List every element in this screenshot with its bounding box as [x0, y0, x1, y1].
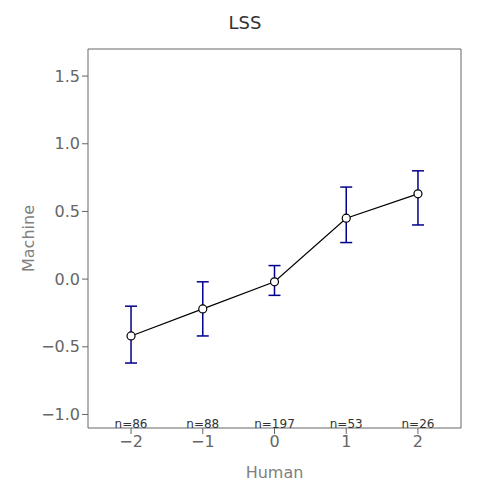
svg-text:2: 2 — [413, 432, 423, 451]
svg-text:n=88: n=88 — [186, 417, 219, 431]
svg-text:0: 0 — [269, 432, 279, 451]
svg-text:0.0: 0.0 — [55, 270, 80, 289]
svg-text:1: 1 — [341, 432, 351, 451]
html-text:LSS: LSS — [228, 12, 262, 33]
svg-text:n=86: n=86 — [115, 417, 148, 431]
svg-text:−1: −1 — [191, 432, 215, 451]
svg-text:n=53: n=53 — [330, 417, 363, 431]
svg-text:−2: −2 — [119, 432, 143, 451]
svg-text:n=197: n=197 — [254, 417, 295, 431]
svg-text:1.5: 1.5 — [55, 67, 80, 86]
svg-text:Machine: Machine — [19, 205, 38, 272]
svg-text:n=26: n=26 — [401, 417, 434, 431]
svg-text:Human: Human — [246, 463, 304, 482]
svg-text:0.5: 0.5 — [55, 202, 80, 221]
svg-text:−0.5: −0.5 — [41, 337, 80, 356]
svg-text:−1.0: −1.0 — [41, 405, 80, 424]
svg-text:1.0: 1.0 — [55, 134, 80, 153]
